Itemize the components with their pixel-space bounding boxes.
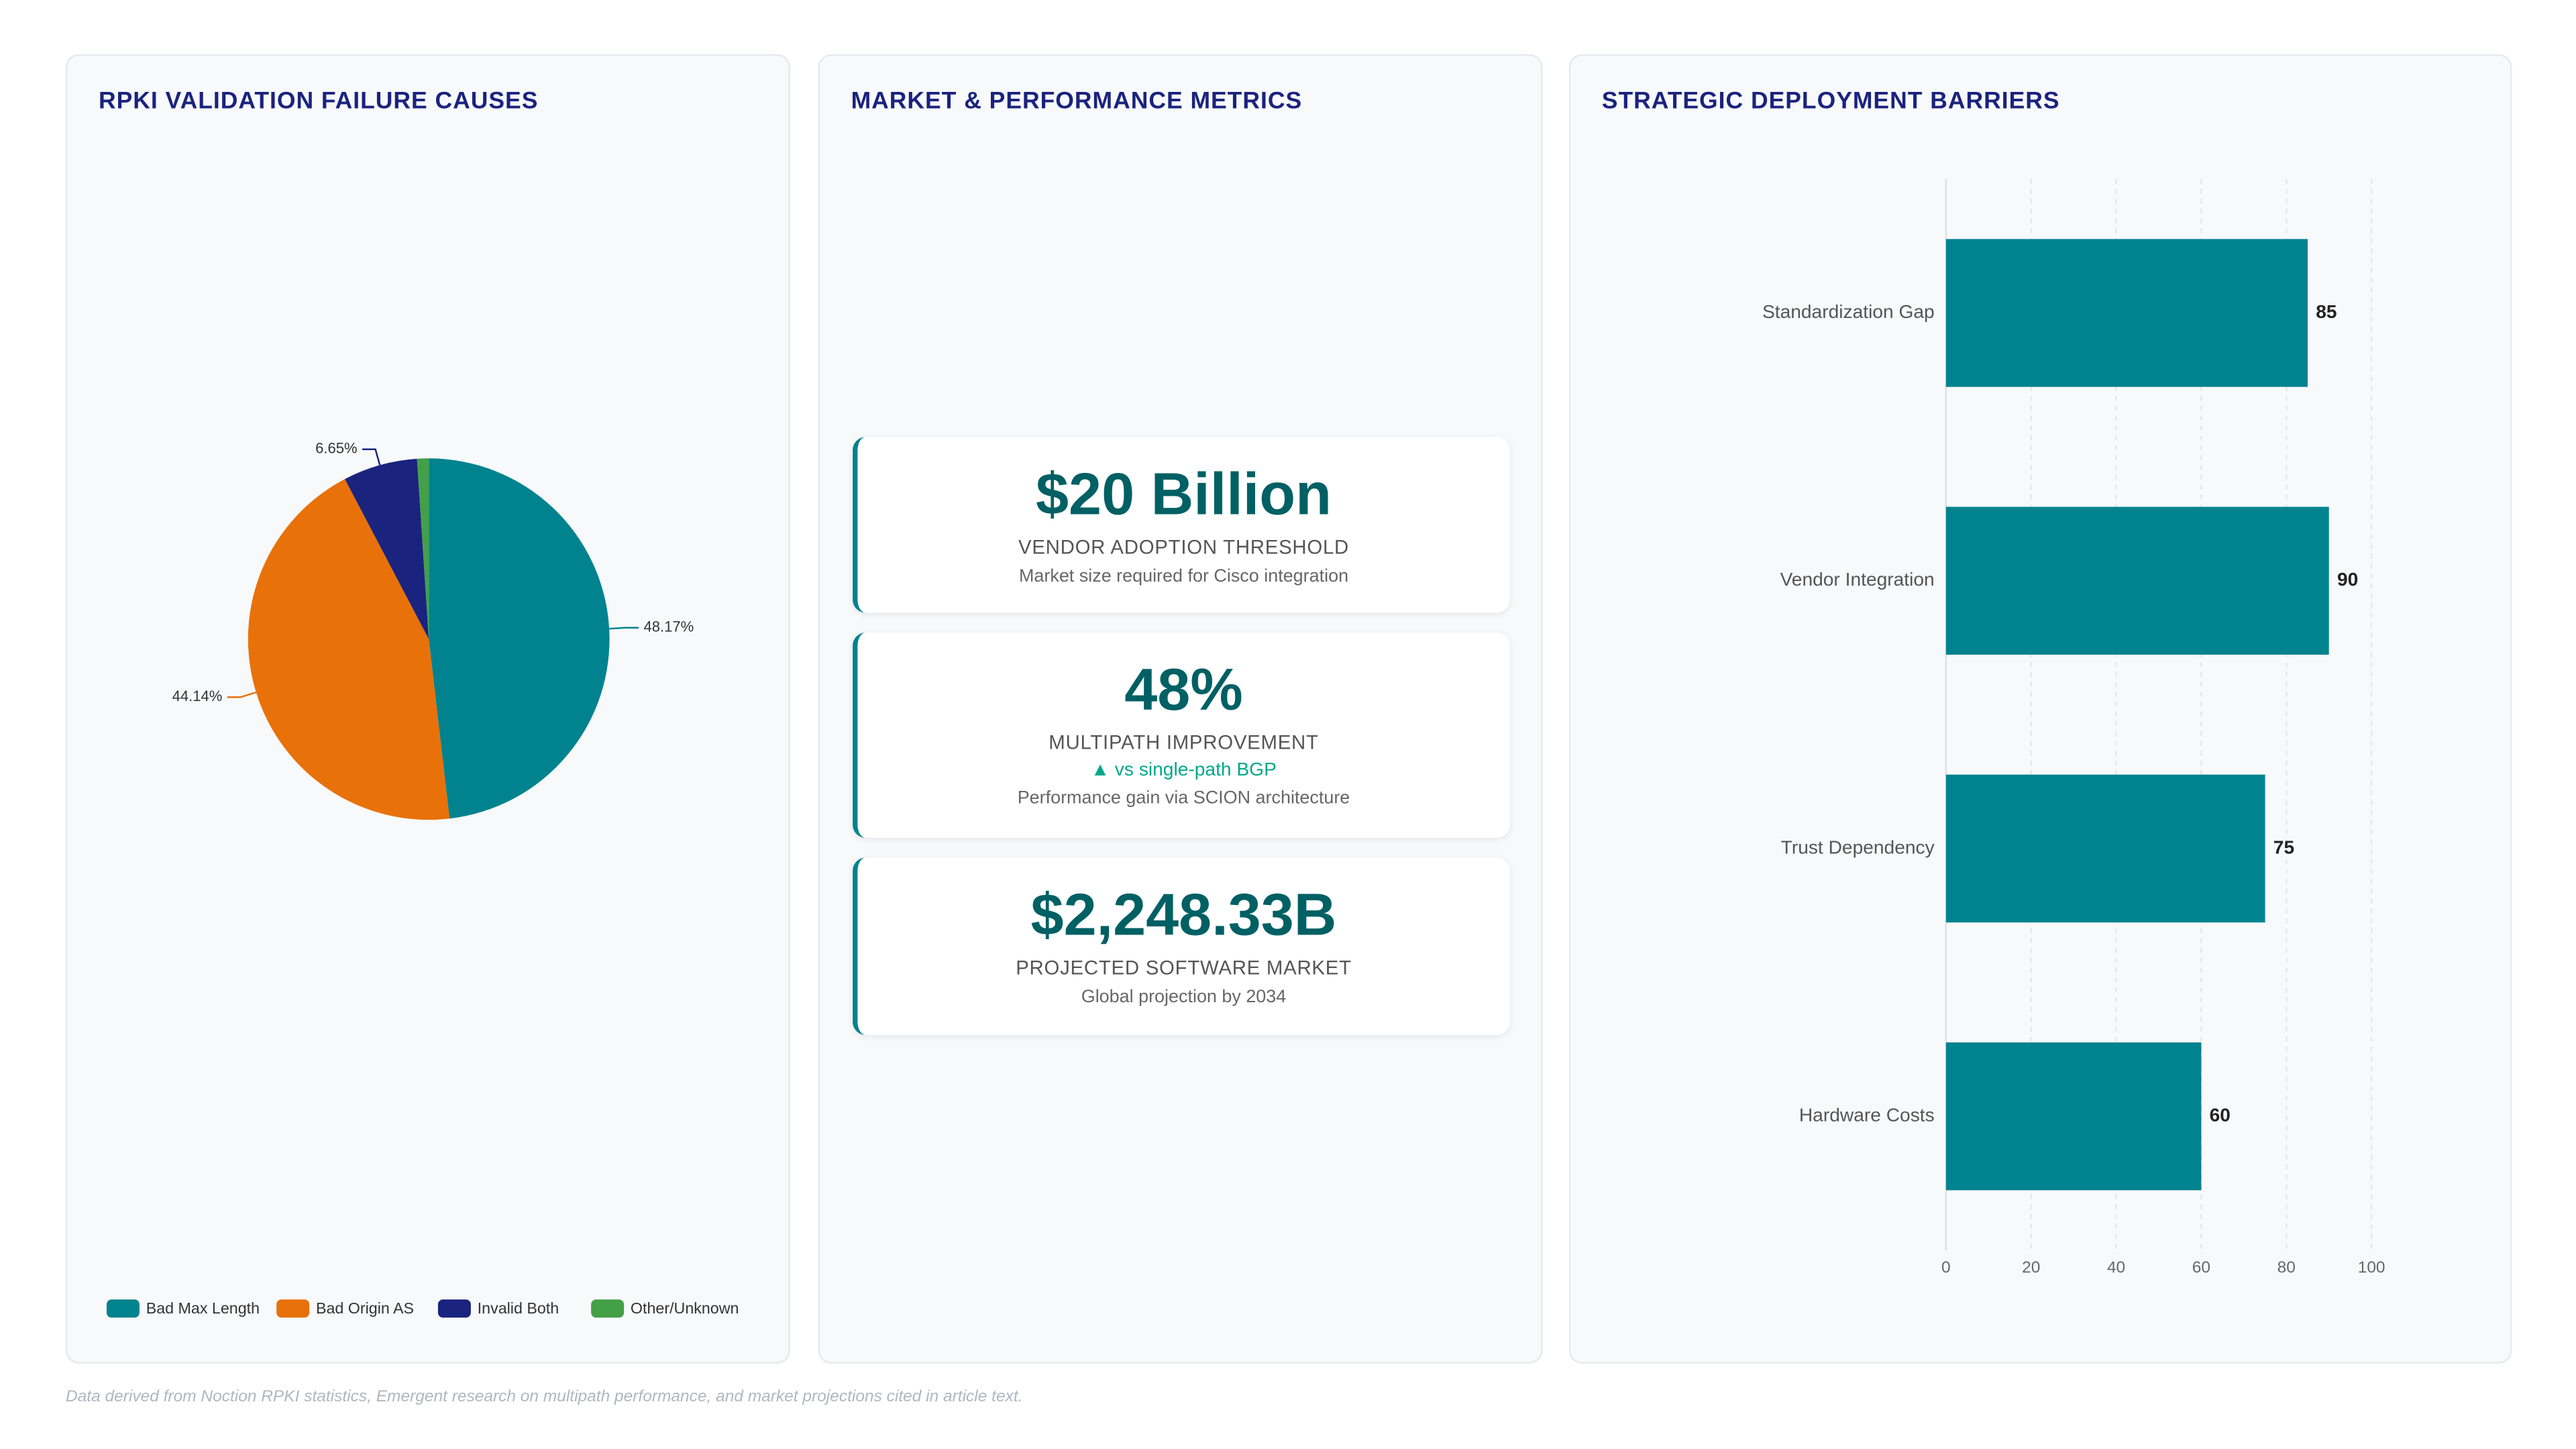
- pie-slice: [417, 458, 429, 639]
- kpi-card: 48% MULTIPATH IMPROVEMENT ▲ vs single-pa…: [853, 632, 1510, 838]
- bar-panel: STRATEGIC DEPLOYMENT BARRIERS 0 20 40 60 80 1…: [1568, 54, 2512, 1364]
- data-label: 85: [2316, 301, 2337, 322]
- data-label: 48.17%: [644, 619, 694, 635]
- data-label: 90: [2337, 569, 2358, 590]
- leader-line: [362, 448, 381, 466]
- leader-line: [227, 691, 257, 698]
- y-tick-label: Trust Dependency: [1781, 837, 1935, 857]
- x-tick-label: 80: [2277, 1258, 2296, 1277]
- x-tick-label: 100: [2358, 1258, 2385, 1277]
- kpi-label: MULTIPATH IMPROVEMENT: [1049, 731, 1319, 755]
- kpi-trend: ▲ vs single-path BGP: [1091, 760, 1277, 781]
- data-label: 6.65%: [315, 440, 357, 457]
- pie-slice: [248, 479, 450, 820]
- footnote: Data derived from Noction RPKI statistic…: [65, 1388, 1023, 1407]
- data-label: 75: [2273, 837, 2294, 857]
- bar: [1945, 774, 2265, 923]
- bar: [1945, 506, 2329, 655]
- kpi-note: Performance gain via SCION architecture: [1017, 788, 1350, 808]
- legend-label: Invalid Both: [478, 1299, 559, 1317]
- data-label: 60: [2210, 1105, 2231, 1126]
- kpi-note: Global projection by 2034: [1081, 987, 1287, 1008]
- data-label: 44.14%: [172, 688, 223, 704]
- bar: [1945, 1042, 2202, 1191]
- pie-slice: [429, 458, 610, 819]
- x-tick-label: 20: [2022, 1258, 2040, 1277]
- panel-title: MARKET & PERFORMANCE METRICS: [851, 89, 1303, 115]
- x-tick-label: 60: [2192, 1258, 2210, 1277]
- metrics-panel: MARKET & PERFORMANCE METRICS $20 Billion…: [818, 54, 1543, 1364]
- kpi-value: $20 Billion: [1036, 460, 1332, 528]
- legend-label: Bad Max Length: [146, 1299, 260, 1317]
- kpi-note: Market size required for Cisco integrati…: [1018, 566, 1349, 587]
- panel-title: STRATEGIC DEPLOYMENT BARRIERS: [1601, 89, 2060, 115]
- x-tick-label: 40: [2107, 1258, 2125, 1277]
- legend-swatch: [106, 1299, 140, 1318]
- legend-label: Bad Origin AS: [316, 1299, 414, 1317]
- kpi-card: $20 Billion VENDOR ADOPTION THRESHOLD Ma…: [853, 437, 1510, 613]
- pie-panel: RPKI VALIDATION FAILURE CAUSES 48.17% 44.…: [65, 54, 790, 1364]
- leader-line: [609, 627, 639, 630]
- legend-label: Other/Unknown: [631, 1299, 739, 1317]
- bar-chart: 0 20 40 60 80 100 85 Standardization Gap 90 Vendo…: [1762, 178, 2385, 1277]
- x-tick-label: 0: [1941, 1258, 1951, 1277]
- panel-title: RPKI VALIDATION FAILURE CAUSES: [98, 89, 539, 115]
- legend-swatch: [437, 1299, 471, 1318]
- y-tick-label: Vendor Integration: [1780, 569, 1935, 590]
- kpi-value: $2,248.33B: [1030, 880, 1337, 949]
- legend-swatch: [276, 1299, 310, 1318]
- pie-chart: 48.17% 44.14% 6.65% Bad Max Length Bad Origi…: [106, 440, 739, 1318]
- pie-slice: [345, 458, 429, 639]
- legend-swatch: [591, 1299, 625, 1318]
- y-tick-label: Hardware Costs: [1799, 1105, 1935, 1126]
- bar: [1945, 239, 2308, 387]
- kpi-value: 48%: [1124, 655, 1243, 723]
- kpi-label: PROJECTED SOFTWARE MARKET: [1016, 956, 1352, 979]
- kpi-card: $2,248.33B PROJECTED SOFTWARE MARKET Glo…: [853, 857, 1510, 1035]
- kpi-label: VENDOR ADOPTION THRESHOLD: [1018, 535, 1350, 559]
- y-tick-label: Standardization Gap: [1762, 301, 1935, 322]
